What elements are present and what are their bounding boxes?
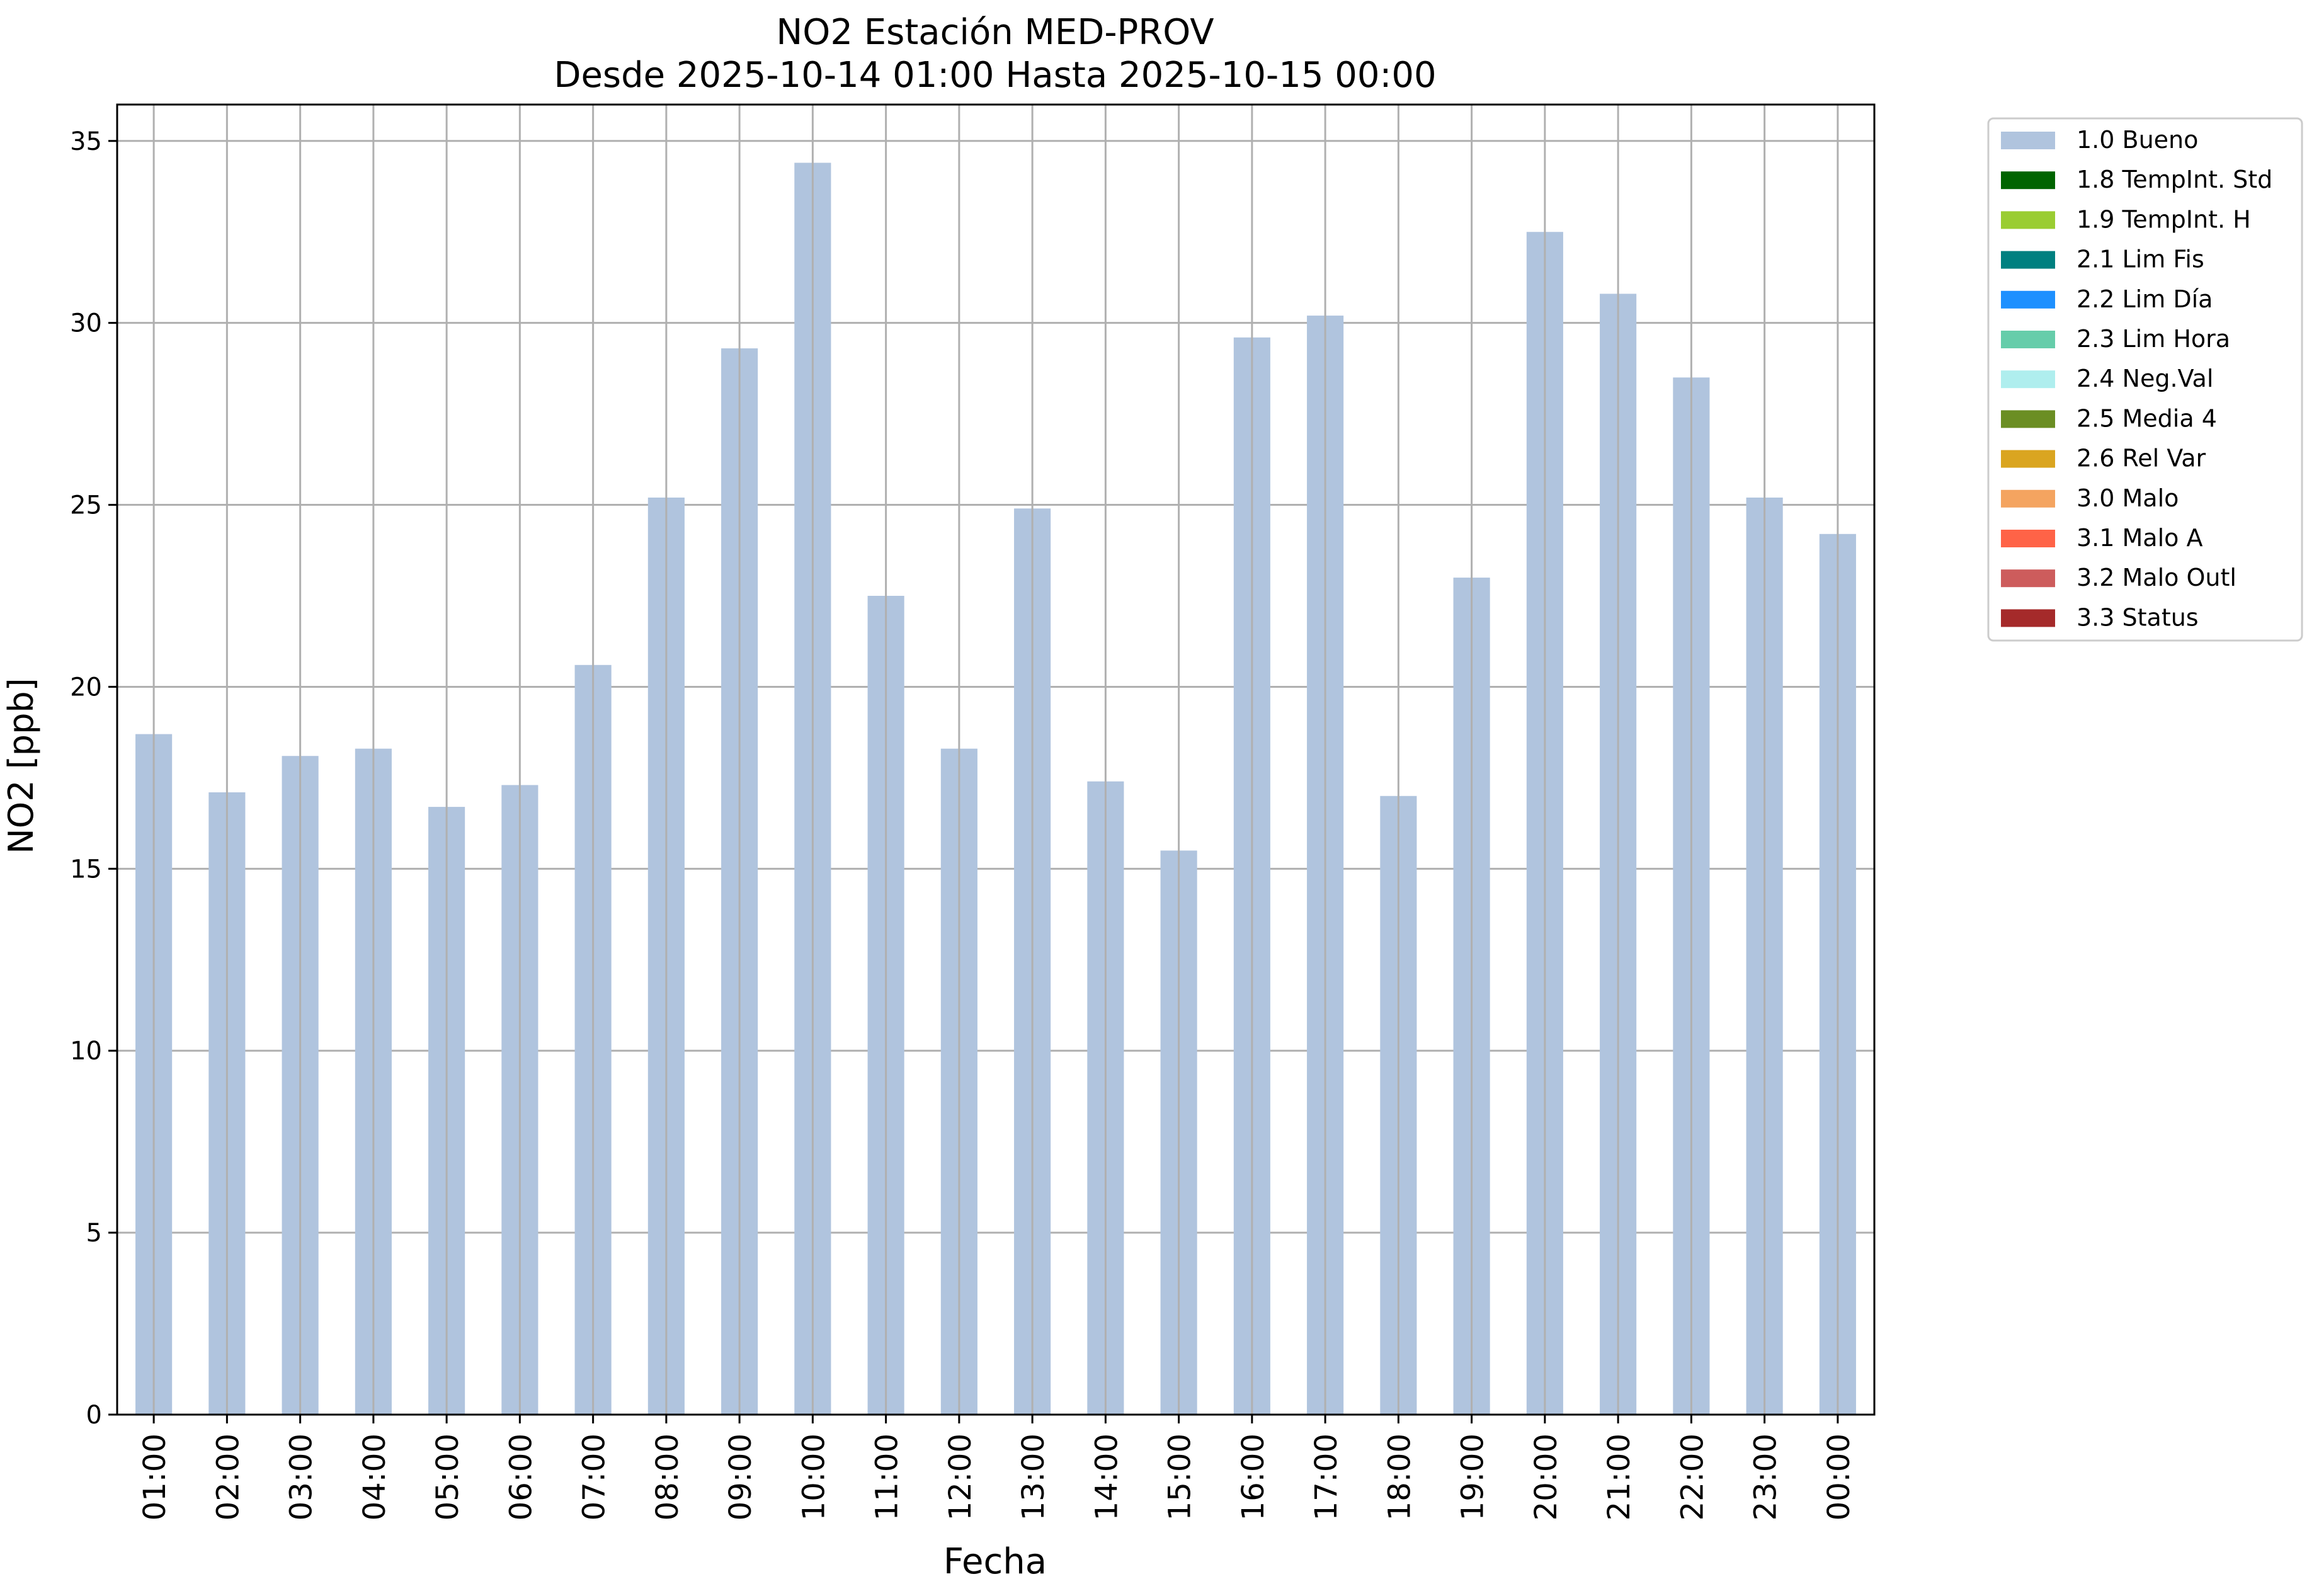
legend-label: 2.2 Lim Día bbox=[2077, 285, 2213, 313]
y-axis: 0 5 10 15 20 25 30 35 bbox=[70, 127, 117, 1430]
legend-label: 1.0 Bueno bbox=[2077, 126, 2198, 154]
y-tick-label: 30 bbox=[70, 309, 102, 338]
x-tick-label: 00:00 bbox=[1821, 1434, 1857, 1520]
legend-label: 2.5 Media 4 bbox=[2077, 404, 2217, 432]
legend-swatch bbox=[2001, 132, 2055, 149]
x-tick-label: 23:00 bbox=[1748, 1434, 1784, 1520]
x-tick-label: 10:00 bbox=[796, 1434, 831, 1520]
y-tick-label: 35 bbox=[70, 127, 102, 156]
bars bbox=[135, 162, 1856, 1415]
x-tick-label: 18:00 bbox=[1382, 1434, 1417, 1520]
x-tick-label: 02:00 bbox=[210, 1434, 246, 1520]
x-tick-label: 19:00 bbox=[1456, 1434, 1491, 1520]
x-tick-label: 12:00 bbox=[943, 1434, 978, 1520]
legend-label: 2.1 Lim Fis bbox=[2077, 246, 2204, 273]
x-tick-label: 07:00 bbox=[577, 1434, 612, 1520]
legend-swatch bbox=[2001, 410, 2055, 428]
legend-swatch bbox=[2001, 370, 2055, 389]
legend-swatch bbox=[2001, 609, 2055, 627]
x-tick-label: 15:00 bbox=[1163, 1434, 1198, 1520]
legend-swatch bbox=[2001, 290, 2055, 309]
x-tick-label: 16:00 bbox=[1236, 1434, 1271, 1520]
x-tick-label: 17:00 bbox=[1309, 1434, 1344, 1520]
legend-label: 3.3 Status bbox=[2077, 603, 2199, 631]
y-tick-label: 25 bbox=[70, 491, 102, 520]
legend-box bbox=[1987, 117, 2303, 642]
x-tick-label: 14:00 bbox=[1089, 1434, 1124, 1520]
x-tick-label: 03:00 bbox=[284, 1434, 319, 1520]
x-tick-label: 22:00 bbox=[1675, 1434, 1710, 1520]
x-tick-label: 04:00 bbox=[357, 1434, 392, 1520]
x-axis-label: Fecha bbox=[943, 1541, 1047, 1582]
y-tick-label: 5 bbox=[86, 1219, 102, 1248]
legend-swatch bbox=[2001, 489, 2055, 508]
x-tick-label: 20:00 bbox=[1529, 1434, 1564, 1520]
chart-subtitle: Desde 2025-10-14 01:00 Hasta 2025-10-15 … bbox=[554, 55, 1436, 96]
y-axis-label: NO2 [ppb] bbox=[1, 678, 41, 853]
legend-swatch bbox=[2001, 530, 2055, 547]
x-tick-label: 21:00 bbox=[1602, 1434, 1637, 1520]
legend-label: 2.6 Rel Var bbox=[2077, 445, 2206, 472]
x-tick-label: 01:00 bbox=[137, 1434, 173, 1520]
x-tick-label: 06:00 bbox=[503, 1434, 538, 1520]
legend-label: 2.4 Neg.Val bbox=[2077, 365, 2213, 392]
legend-label: 1.8 TempInt. Std bbox=[2077, 166, 2272, 193]
legend-label: 3.0 Malo bbox=[2077, 484, 2179, 512]
x-tick-label: 09:00 bbox=[723, 1434, 758, 1520]
grid bbox=[117, 140, 1874, 1416]
legend-swatch bbox=[2001, 331, 2055, 348]
plot-frame bbox=[116, 103, 1876, 1416]
legend-swatch bbox=[2001, 211, 2055, 229]
y-tick-label: 10 bbox=[70, 1037, 102, 1066]
x-tick-label: 11:00 bbox=[870, 1434, 905, 1520]
legend-label: 3.2 Malo Outl bbox=[2077, 564, 2236, 591]
y-tick-label: 20 bbox=[70, 673, 102, 702]
legend-swatch bbox=[2001, 450, 2055, 468]
legend: 1.0 Bueno 1.8 TempInt. Std 1.9 TempInt. H 2… bbox=[1987, 117, 2303, 642]
vertical-grid bbox=[152, 105, 1839, 1415]
legend-label: 2.3 Lim Hora bbox=[2077, 325, 2230, 353]
legend-label: 1.9 TempInt. H bbox=[2077, 205, 2251, 233]
x-tick-label: 05:00 bbox=[430, 1434, 465, 1520]
x-axis: 01:00 02:00 03:00 04:00 05:00 06:00 07:00 08:00… bbox=[137, 1415, 1857, 1520]
x-tick-label: 13:00 bbox=[1016, 1434, 1051, 1520]
legend-swatch bbox=[2001, 171, 2055, 190]
y-tick-label: 15 bbox=[70, 855, 102, 884]
y-tick-label: 0 bbox=[86, 1401, 102, 1430]
x-tick-label: 08:00 bbox=[650, 1434, 685, 1520]
legend-swatch bbox=[2001, 251, 2055, 269]
legend-swatch bbox=[2001, 569, 2055, 588]
chart-title: NO2 Estación MED-PROV bbox=[776, 12, 1214, 53]
legend-label: 3.1 Malo A bbox=[2077, 524, 2202, 552]
legend-items: 1.0 Bueno 1.8 TempInt. Std 1.9 TempInt. H 2… bbox=[2001, 126, 2272, 631]
